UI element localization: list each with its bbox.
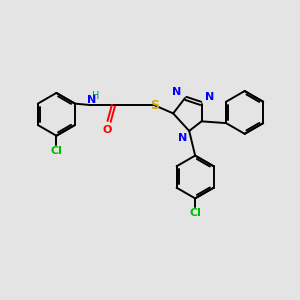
Text: N: N — [87, 94, 96, 104]
Text: H: H — [92, 91, 99, 101]
Text: Cl: Cl — [189, 208, 201, 218]
Text: O: O — [102, 125, 111, 135]
Text: N: N — [172, 87, 182, 97]
Text: N: N — [205, 92, 214, 103]
Text: Cl: Cl — [50, 146, 62, 156]
Text: N: N — [178, 133, 188, 143]
Text: S: S — [150, 99, 159, 112]
